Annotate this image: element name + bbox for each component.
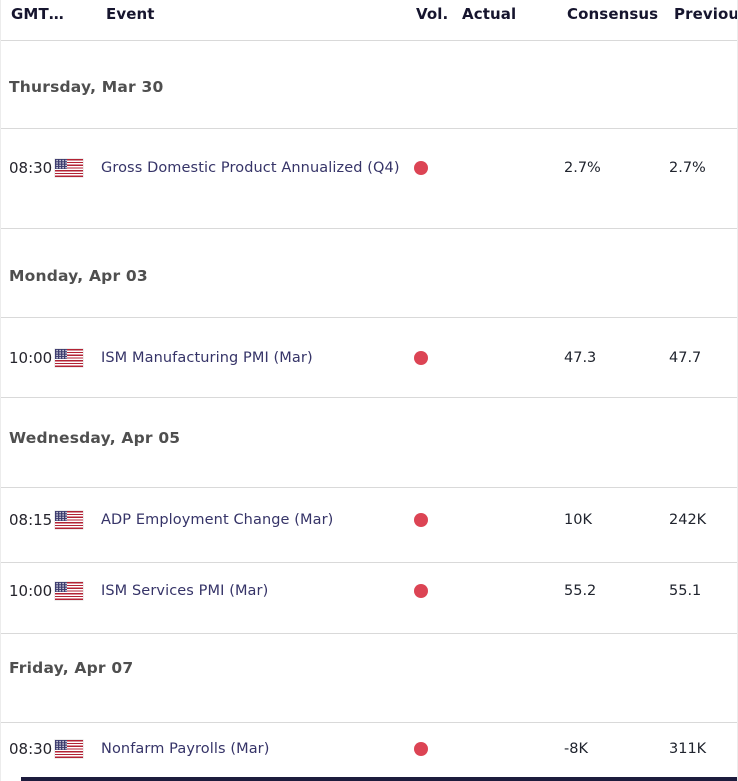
column-header-previous: Previous [674,5,737,23]
us-flag-icon [55,159,83,177]
date-header-row: Wednesday, Apr 05 [1,398,737,488]
date-label: Monday, Apr 03 [9,267,148,285]
volatility-dot-icon [414,584,428,598]
date-label: Friday, Apr 07 [9,659,134,677]
column-header-gmt[interactable]: GMT… [11,5,64,23]
column-header-event: Event [106,5,155,23]
us-flag-icon [55,349,83,367]
bottom-cutoff-bar [21,777,737,781]
date-header-row: Friday, Apr 07 [1,634,737,723]
event-link[interactable]: ISM Manufacturing PMI (Mar) [101,350,313,366]
event-time: 08:30 [9,159,53,177]
date-header-row: Monday, Apr 03 [1,229,737,318]
flag-canton [55,511,67,521]
column-header-actual: Actual [462,5,517,23]
volatility-dot-icon [414,161,428,175]
event-time: 08:15 [9,511,53,529]
us-flag-icon [55,582,83,600]
column-header-consensus: Consensus [567,5,659,23]
event-time: 10:00 [9,349,53,367]
volatility-dot-icon [414,513,428,527]
previous-value: 2.7% [669,160,706,176]
column-header-vol: Vol. [416,5,449,23]
event-row[interactable]: 10:00 ISM Services PMI (Mar) 55.2 55.1 [1,563,737,634]
us-flag-icon [55,740,83,758]
previous-value: 47.7 [669,350,702,366]
consensus-value: 2.7% [564,160,601,176]
event-link[interactable]: Nonfarm Payrolls (Mar) [101,741,270,757]
us-flag-icon [55,511,83,529]
event-link[interactable]: Gross Domestic Product Annualized (Q4) [101,160,400,176]
flag-canton [55,582,67,592]
event-link[interactable]: ISM Services PMI (Mar) [101,583,269,599]
table-header-row: GMT… Event Vol. Actual Consensus Previou… [1,0,737,41]
consensus-value: 47.3 [564,350,597,366]
flag-canton [55,740,67,750]
previous-value: 311K [669,741,707,757]
event-row[interactable]: 08:30 Nonfarm Payrolls (Mar) -8K 311K [1,723,737,781]
date-label: Wednesday, Apr 05 [9,429,181,447]
event-row[interactable]: 08:30 Gross Domestic Product Annualized … [1,129,737,229]
previous-value: 55.1 [669,583,702,599]
event-row[interactable]: 10:00 ISM Manufacturing PMI (Mar) 47.3 4… [1,318,737,398]
consensus-value: 55.2 [564,583,597,599]
previous-value: 242K [669,512,707,528]
flag-canton [55,349,67,359]
event-link[interactable]: ADP Employment Change (Mar) [101,512,334,528]
event-time: 08:30 [9,740,53,758]
volatility-dot-icon [414,351,428,365]
consensus-value: 10K [564,512,592,528]
date-header-row: Thursday, Mar 30 [1,41,737,129]
consensus-value: -8K [564,741,588,757]
date-label: Thursday, Mar 30 [9,78,164,96]
flag-canton [55,159,67,169]
event-time: 10:00 [9,582,53,600]
event-row[interactable]: 08:15 ADP Employment Change (Mar) 10K 24… [1,488,737,563]
volatility-dot-icon [414,742,428,756]
